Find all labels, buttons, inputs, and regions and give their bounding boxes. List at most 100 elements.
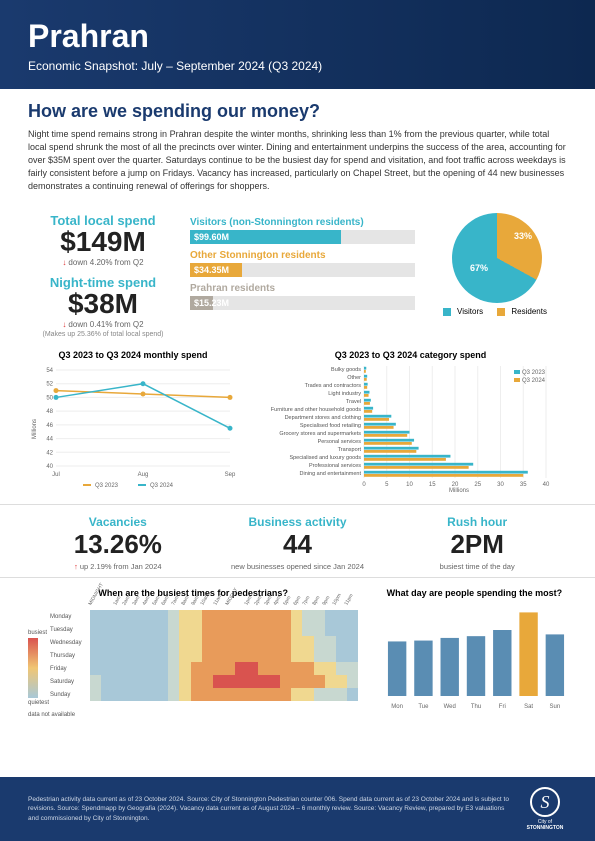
pie-visitors-pct: 67%	[470, 263, 488, 273]
activity-value: 44	[208, 529, 388, 560]
svg-text:Grocery stores and supermarket: Grocery stores and supermarkets	[279, 431, 361, 437]
svg-text:Personal services: Personal services	[318, 439, 362, 445]
svg-text:0: 0	[362, 482, 366, 488]
heatmap-grid: MondayTuesdayWednesdayThursdayFridaySatu…	[50, 610, 358, 701]
svg-text:Tue: Tue	[419, 704, 430, 710]
category-chart: Q3 2023 to Q3 2024 category spend 0 5 10 15…	[254, 350, 567, 494]
svg-text:Q3 2024: Q3 2024	[150, 483, 174, 489]
svg-text:Specialised food retailing: Specialised food retailing	[300, 423, 361, 429]
stat-activity: Business activity 44 new businesses open…	[208, 515, 388, 571]
svg-text:54: 54	[46, 368, 53, 374]
subtitle: Economic Snapshot: July – September 2024…	[28, 59, 567, 73]
svg-text:Dining and entertainment: Dining and entertainment	[300, 471, 362, 477]
stat-vacancies: Vacancies 13.26% up 2.19% from Jan 2024	[28, 515, 208, 571]
svg-text:Department stores and clothing: Department stores and clothing	[285, 415, 361, 421]
charts-row: Q3 2023 to Q3 2024 monthly spend 4042444…	[0, 346, 595, 498]
kpi-left: Total local spend $149M down 4.20% from …	[28, 213, 178, 338]
svg-text:30: 30	[497, 482, 504, 488]
svg-text:Furniture and other household: Furniture and other household goods	[271, 407, 361, 413]
category-chart-title: Q3 2023 to Q3 2024 category spend	[254, 350, 567, 360]
svg-text:40: 40	[543, 482, 550, 488]
day-chart-svg: MonTueWedThuFriSatSun	[374, 602, 574, 712]
svg-text:Jul: Jul	[52, 472, 60, 478]
svg-text:Specialised and luxury goods: Specialised and luxury goods	[289, 455, 361, 461]
line-chart-title: Q3 2023 to Q3 2024 monthly spend	[28, 350, 238, 360]
svg-text:48: 48	[46, 409, 53, 415]
line-chart-svg: 4042444648505254JulAugSepMillionsQ3 2023…	[28, 364, 238, 494]
svg-text:Transport: Transport	[338, 447, 362, 453]
category-chart-svg: 0510152025303540Bulky goodsOtherTrades a…	[254, 364, 554, 494]
vacancies-value: 13.26%	[28, 529, 208, 560]
pie-graphic: 67% 33%	[452, 213, 542, 303]
night-spend-value: $38M	[28, 290, 178, 318]
bar-other: $34.35M	[190, 263, 415, 277]
heat-legend-gradient	[28, 638, 38, 698]
svg-text:Q3 2023: Q3 2023	[522, 370, 546, 376]
svg-text:Bulky goods: Bulky goods	[331, 367, 361, 373]
night-spend-note: (Makes up 25.36% of total local spend)	[28, 331, 178, 338]
svg-text:Mon: Mon	[392, 704, 404, 710]
intro-text: Night time spend remains strong in Prahr…	[28, 128, 567, 193]
rush-sub: busiest time of the day	[387, 562, 567, 571]
pie-legend: Visitors Residents	[427, 307, 567, 316]
total-spend-sub: down 4.20% from Q2	[28, 258, 178, 267]
svg-text:Light industry: Light industry	[328, 391, 361, 397]
pie-chart: 67% 33% Visitors Residents	[427, 213, 567, 338]
pie-residents-pct: 33%	[514, 231, 532, 241]
svg-text:Trades and contractors: Trades and contractors	[305, 383, 362, 389]
svg-text:Travel: Travel	[346, 399, 361, 405]
total-spend-value: $149M	[28, 228, 178, 256]
svg-text:Fri: Fri	[499, 704, 506, 710]
rush-label: Rush hour	[387, 515, 567, 529]
heatmap: When are the busiest times for pedestria…	[28, 588, 358, 712]
bar-visitors-label: Visitors (non-Stonnington residents)	[190, 217, 415, 228]
svg-text:35: 35	[520, 482, 527, 488]
vacancies-label: Vacancies	[28, 515, 208, 529]
svg-text:Wed: Wed	[444, 704, 456, 710]
svg-text:Q3 2024: Q3 2024	[522, 378, 546, 384]
svg-text:40: 40	[46, 464, 53, 470]
svg-text:10: 10	[406, 482, 413, 488]
bar-prahran-value: $15.23M	[194, 296, 229, 310]
heat-legend-quietest: quietest	[28, 700, 75, 706]
night-spend-sub: down 0.41% from Q2	[28, 320, 178, 329]
svg-text:Q3 2023: Q3 2023	[95, 483, 119, 489]
page-title: Prahran	[28, 18, 567, 55]
activity-label: Business activity	[208, 515, 388, 529]
question-heading: How are we spending our money?	[28, 101, 567, 122]
svg-text:5: 5	[385, 482, 389, 488]
logo: S City of STONNINGTON	[523, 787, 567, 831]
svg-text:15: 15	[429, 482, 436, 488]
day-chart: What day are people spending the most? M…	[374, 588, 574, 712]
svg-text:46: 46	[46, 423, 53, 429]
svg-text:Sep: Sep	[225, 472, 236, 478]
bar-other-label: Other Stonnington residents	[190, 250, 415, 261]
svg-text:Other: Other	[347, 375, 361, 381]
svg-text:42: 42	[46, 451, 53, 457]
heatmap-legend: busiest quietest data not available	[28, 630, 75, 718]
heatmap-hours: MIDNIGHT1am2am3am4am5am6am7am8am9am10am1…	[50, 602, 358, 608]
svg-text:25: 25	[474, 482, 481, 488]
rush-value: 2PM	[387, 529, 567, 560]
bar-prahran: $15.23M	[190, 296, 415, 310]
stats-row: Vacancies 13.26% up 2.19% from Jan 2024 …	[0, 504, 595, 578]
svg-text:Millions: Millions	[449, 488, 469, 494]
bar-visitors: $99.60M	[190, 230, 415, 244]
heat-legend-busiest: busiest	[28, 630, 75, 636]
day-chart-title: What day are people spending the most?	[374, 588, 574, 598]
bottom-charts: When are the busiest times for pedestria…	[0, 584, 595, 720]
logo-line2: STONNINGTON	[523, 825, 567, 831]
kpi-row: Total local spend $149M down 4.20% from …	[0, 205, 595, 346]
footer: Pedestrian activity data current as of 2…	[0, 777, 595, 841]
line-chart: Q3 2023 to Q3 2024 monthly spend 4042444…	[28, 350, 238, 494]
heat-legend-na: data not available	[28, 712, 75, 718]
activity-sub: new businesses opened since Jan 2024	[208, 562, 388, 571]
bar-other-value: $34.35M	[194, 263, 229, 277]
svg-text:Thu: Thu	[471, 704, 481, 710]
svg-text:Millions: Millions	[32, 419, 38, 439]
header: Prahran Economic Snapshot: July – Septem…	[0, 0, 595, 89]
vacancies-sub: up 2.19% from Jan 2024	[28, 562, 208, 571]
svg-text:50: 50	[46, 396, 53, 402]
svg-text:Sat: Sat	[524, 704, 533, 710]
pie-legend-residents: Residents	[511, 307, 547, 316]
